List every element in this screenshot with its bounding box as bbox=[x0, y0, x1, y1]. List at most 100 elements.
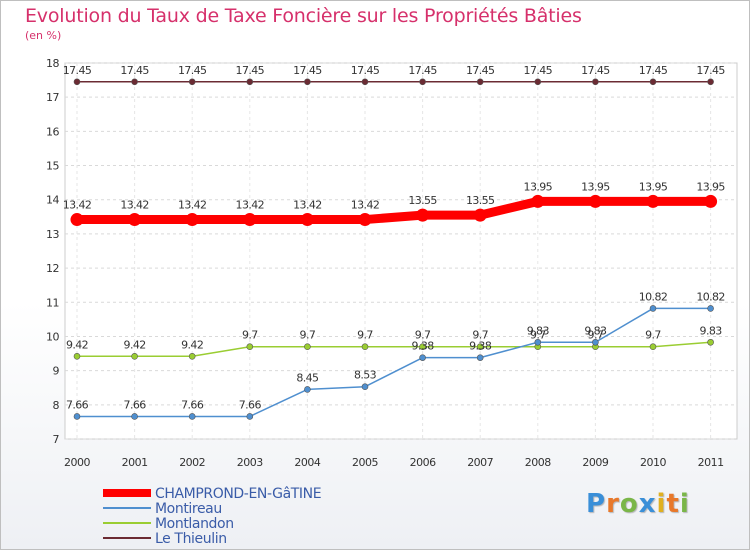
data-label: 17.45 bbox=[236, 64, 265, 77]
series-montireau: 7.66 7.66 7.66 7.66 8.45 8.53 9.38 9.38 9.83 9.83… bbox=[66, 290, 725, 420]
data-point bbox=[649, 305, 657, 312]
data-label: 9.83 bbox=[700, 324, 723, 337]
chart-title: Evolution du Taux de Taxe Foncière sur l… bbox=[25, 5, 582, 27]
data-label: 13.42 bbox=[120, 199, 149, 212]
data-label: 9.7 bbox=[530, 329, 546, 342]
data-point bbox=[70, 213, 84, 227]
data-point bbox=[304, 78, 311, 86]
plot-area bbox=[64, 62, 738, 440]
series-line bbox=[76, 307, 712, 418]
x-tick-label: 2005 bbox=[352, 456, 378, 469]
data-point bbox=[131, 413, 138, 420]
data-label: 7.66 bbox=[239, 398, 262, 411]
logo-letter: i bbox=[656, 489, 667, 519]
data-label: 9.7 bbox=[357, 329, 373, 342]
data-label: 17.45 bbox=[524, 64, 553, 77]
data-label: 8.53 bbox=[354, 369, 377, 382]
legend-label: Le Thieulin bbox=[155, 531, 227, 547]
data-point bbox=[707, 78, 714, 86]
y-tick-label: 11 bbox=[46, 296, 59, 309]
data-point bbox=[128, 213, 142, 227]
data-point bbox=[649, 78, 657, 86]
data-label: 13.42 bbox=[63, 199, 92, 212]
x-tick-label: 2009 bbox=[582, 456, 608, 469]
data-point bbox=[304, 343, 311, 351]
data-point bbox=[358, 213, 372, 227]
data-point bbox=[243, 213, 257, 227]
data-label: 13.95 bbox=[581, 180, 610, 193]
logo-letter: i bbox=[679, 489, 690, 519]
data-label: 13.42 bbox=[236, 199, 265, 212]
data-label: 9.7 bbox=[242, 329, 258, 342]
y-grid: 7 8 9 10 11 12 13 14 15 16 17 18 bbox=[46, 57, 737, 446]
data-label: 9.7 bbox=[472, 329, 488, 342]
y-tick-label: 16 bbox=[46, 125, 59, 138]
data-point bbox=[73, 413, 81, 420]
legend: CHAMPROND-EN-GâTINEMontireauMontlandonLe… bbox=[103, 486, 322, 547]
data-point bbox=[188, 413, 196, 420]
data-label: 9.42 bbox=[66, 338, 88, 351]
data-label: 9.38 bbox=[469, 340, 492, 353]
x-tick-label: 2004 bbox=[294, 456, 320, 469]
proxiti-logo: Proxiti bbox=[586, 489, 690, 519]
data-point bbox=[131, 352, 138, 360]
data-point bbox=[246, 413, 254, 420]
series-montlandon: 9.42 9.42 9.429.7 9.7 9.7 9.7 9.7 9.7 9.7 9.7 9.83 bbox=[66, 324, 723, 360]
data-label: 17.45 bbox=[696, 64, 725, 77]
data-label: 13.42 bbox=[293, 199, 322, 212]
x-tick-label: 2001 bbox=[122, 456, 148, 469]
data-label: 17.45 bbox=[466, 64, 495, 77]
data-label: 13.42 bbox=[178, 199, 207, 212]
data-label: 9.83 bbox=[584, 324, 607, 337]
data-point bbox=[246, 78, 254, 86]
y-tick-label: 10 bbox=[46, 330, 59, 343]
logo-letter: P bbox=[586, 489, 607, 519]
data-label: 9.7 bbox=[645, 329, 661, 342]
data-label: 17.45 bbox=[639, 64, 668, 77]
data-point bbox=[73, 352, 81, 360]
data-point bbox=[419, 354, 426, 361]
y-tick-label: 14 bbox=[46, 194, 59, 207]
data-point bbox=[185, 213, 199, 227]
data-label: 17.45 bbox=[581, 64, 610, 77]
legend-label: Montlandon bbox=[155, 516, 234, 532]
data-point bbox=[707, 305, 714, 312]
data-point bbox=[419, 78, 426, 86]
data-label: 9.7 bbox=[588, 329, 604, 342]
y-tick-label: 15 bbox=[46, 160, 59, 173]
data-label: 13.95 bbox=[696, 180, 725, 193]
data-label: 13.55 bbox=[466, 194, 495, 207]
x-tick-label: 2011 bbox=[698, 456, 724, 469]
data-point bbox=[707, 338, 714, 346]
data-point bbox=[649, 343, 657, 351]
data-label: 10.82 bbox=[639, 290, 668, 303]
data-point bbox=[304, 386, 311, 393]
data-label: 9.83 bbox=[527, 324, 550, 337]
x-tick-label: 2003 bbox=[237, 456, 263, 469]
x-tick-label: 2006 bbox=[410, 456, 436, 469]
data-label: 7.66 bbox=[181, 398, 204, 411]
data-label: 9.7 bbox=[415, 329, 431, 342]
y-tick-label: 17 bbox=[46, 91, 59, 104]
x-tick-label: 2002 bbox=[179, 456, 205, 469]
data-point bbox=[361, 78, 369, 86]
data-point bbox=[419, 343, 426, 351]
data-point bbox=[704, 194, 718, 208]
x-tick-label: 2000 bbox=[64, 456, 90, 469]
data-label: 13.95 bbox=[524, 180, 553, 193]
data-point bbox=[646, 194, 660, 208]
series-line bbox=[76, 341, 712, 358]
x-axis: 2000 2001 2002 2003 2004 2005 2006 2007 2008 2009… bbox=[64, 63, 724, 469]
data-label: 9.42 bbox=[124, 338, 146, 351]
data-label: 9.38 bbox=[412, 340, 435, 353]
x-tick-label: 2007 bbox=[467, 456, 493, 469]
logo-letter: o bbox=[619, 489, 639, 519]
legend-label: CHAMPROND-EN-GâTINE bbox=[155, 486, 321, 502]
data-label: 8.45 bbox=[296, 371, 319, 384]
data-label: 17.45 bbox=[351, 64, 380, 77]
data-label: 10.82 bbox=[696, 290, 725, 303]
data-point bbox=[361, 383, 369, 391]
data-label: 13.42 bbox=[351, 199, 380, 212]
